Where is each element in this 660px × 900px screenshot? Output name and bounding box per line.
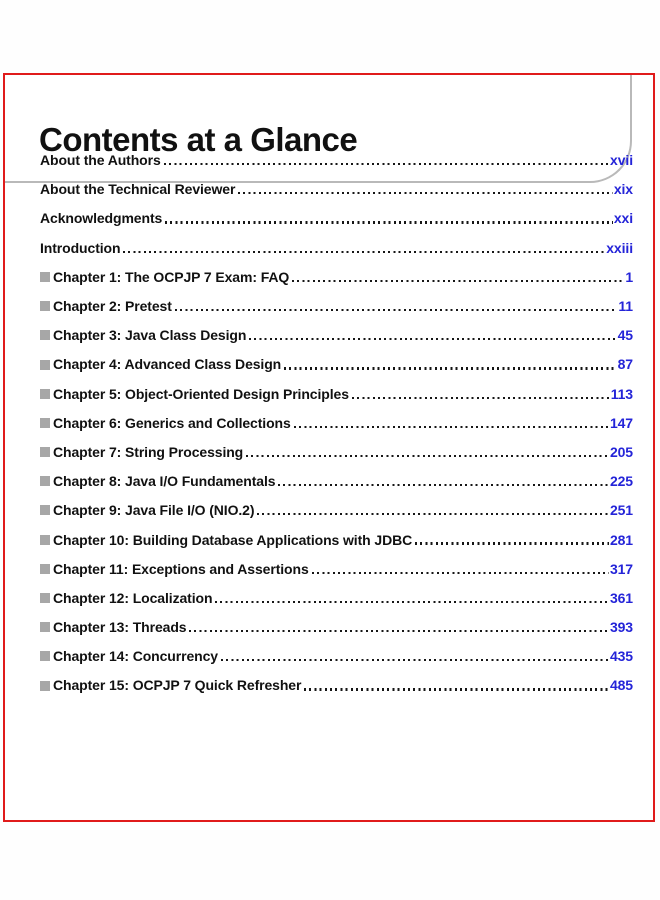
toc-entry-page: xvii [610, 152, 633, 169]
toc-entry-label: Chapter 3: Java Class Design [53, 327, 247, 344]
toc-entry-page: 251 [609, 502, 633, 519]
toc-entry-label: Chapter 15: OCPJP 7 Quick Refresher [53, 677, 302, 694]
toc-entry-label: Chapter 12: Localization [53, 589, 213, 606]
chapter-bullet-icon [40, 330, 50, 341]
toc-entry-page: 45 [617, 327, 633, 344]
dot-leader [278, 484, 609, 487]
toc-entry-page: 11 [618, 298, 633, 315]
toc-entry-page: 87 [617, 356, 633, 373]
chapter-bullet-icon [40, 622, 50, 633]
chapter-bullet-icon [40, 359, 50, 370]
toc-entry-label: Introduction [40, 239, 121, 256]
chapter-bullet-icon [40, 301, 50, 312]
toc-entry-label: Chapter 9: Java File I/O (NIO.2) [53, 502, 255, 519]
toc-entry-label: Chapter 13: Threads [53, 619, 187, 636]
toc-entry: Chapter 15: OCPJP 7 Quick Refresher 485 [40, 664, 633, 693]
toc-entry-page: 361 [609, 589, 633, 606]
chapter-bullet-icon [40, 417, 50, 428]
dot-leader [165, 221, 613, 224]
dot-leader [292, 279, 625, 282]
dot-leader [174, 308, 618, 312]
toc-entry: Introduction xxiii [40, 227, 633, 256]
toc-entry-page: 225 [609, 473, 633, 490]
dot-leader [311, 571, 609, 574]
toc-entry-label: Chapter 11: Exceptions and Assertions [53, 560, 309, 577]
toc-entry: Acknowledgments xxi [40, 197, 633, 226]
chapter-bullet-icon [40, 271, 50, 282]
dot-leader [246, 454, 609, 458]
toc-entry: About the Authors xvii [40, 139, 633, 168]
toc-entry: Chapter 14: Concurrency 435 [40, 635, 633, 664]
toc-entry-label: Chapter 8: Java I/O Fundamentals [53, 473, 276, 490]
chapter-bullet-icon [40, 534, 50, 545]
toc-entry-page: 393 [609, 619, 633, 636]
toc-entry: Chapter 4: Advanced Class Design 87 [40, 343, 633, 372]
dot-leader [293, 425, 609, 428]
toc-entry-page: xxiii [606, 239, 633, 256]
toc-entry: Chapter 5: Object-Oriented Design Princi… [40, 373, 633, 402]
chapter-bullet-icon [40, 505, 50, 516]
chapter-bullet-icon [40, 563, 50, 574]
dot-leader [220, 659, 609, 662]
toc-entry: Chapter 12: Localization 361 [40, 577, 633, 606]
toc-entry: Chapter 7: String Processing 205 [40, 431, 633, 460]
toc-entry: Chapter 13: Threads 393 [40, 606, 633, 635]
chapter-bullet-icon [40, 680, 50, 691]
toc-entry-label: About the Technical Reviewer [40, 181, 236, 198]
toc-entry: Chapter 2: Pretest 11 [40, 285, 633, 314]
toc-entry: About the Technical Reviewer xix [40, 168, 633, 197]
toc-entry-page: xxi [613, 210, 633, 227]
book-page: Contents at a Glance About the Authors x… [3, 73, 655, 822]
chapter-bullet-icon [40, 651, 50, 662]
toc-entry-label: Chapter 10: Building Database Applicatio… [53, 531, 413, 548]
toc-entry: Chapter 6: Generics and Collections 147 [40, 402, 633, 431]
toc-entry-label: Chapter 7: String Processing [53, 443, 244, 460]
toc-entry-label: Chapter 1: The OCPJP 7 Exam: FAQ [53, 268, 290, 285]
toc-entry-label: Acknowledgments [40, 210, 163, 227]
chapter-bullet-icon [40, 593, 50, 603]
toc-entry-page: 317 [609, 560, 633, 577]
dot-leader [249, 338, 617, 341]
chapter-bullet-icon [40, 476, 50, 487]
dot-leader [238, 192, 613, 195]
toc-entry-page: 435 [609, 648, 633, 665]
dot-leader [351, 396, 610, 399]
toc-entry-page: 485 [609, 677, 633, 694]
chapter-bullet-icon [40, 447, 50, 458]
toc-list: About the Authors xvii About the Technic… [40, 139, 633, 694]
toc-entry: Chapter 3: Java Class Design 45 [40, 314, 633, 343]
toc-entry-page: 1 [625, 268, 633, 285]
toc-entry-label: Chapter 5: Object-Oriented Design Princi… [53, 385, 349, 402]
dot-leader [415, 542, 609, 545]
toc-entry-page: 281 [609, 531, 633, 548]
toc-entry-label: Chapter 2: Pretest [53, 298, 172, 315]
toc-entry-label: Chapter 14: Concurrency [53, 648, 218, 665]
toc-entry: Chapter 11: Exceptions and Assertions 31… [40, 548, 633, 577]
dot-leader [189, 630, 609, 633]
dot-leader [284, 367, 617, 370]
toc-entry: Chapter 1: The OCPJP 7 Exam: FAQ 1 [40, 256, 633, 285]
toc-entry-page: 147 [609, 414, 633, 431]
toc-entry: Chapter 8: Java I/O Fundamentals 225 [40, 460, 633, 489]
toc-entry-page: xix [613, 181, 633, 198]
toc-entry-page: 205 [609, 443, 633, 460]
toc-entry: Chapter 10: Building Database Applicatio… [40, 518, 633, 548]
toc-entry-label: Chapter 4: Advanced Class Design [53, 356, 282, 373]
chapter-bullet-icon [40, 388, 50, 399]
page-title: Contents at a Glance [39, 121, 358, 159]
dot-leader [257, 513, 609, 516]
toc-entry-label: About the Authors [40, 152, 161, 169]
dot-leader [163, 163, 610, 166]
dot-leader [304, 688, 609, 691]
dot-leader [123, 250, 606, 253]
toc-entry-page: 113 [610, 385, 633, 402]
dot-leader [215, 600, 609, 603]
toc-entry: Chapter 9: Java File I/O (NIO.2) 251 [40, 489, 633, 518]
toc-entry-label: Chapter 6: Generics and Collections [53, 414, 291, 431]
